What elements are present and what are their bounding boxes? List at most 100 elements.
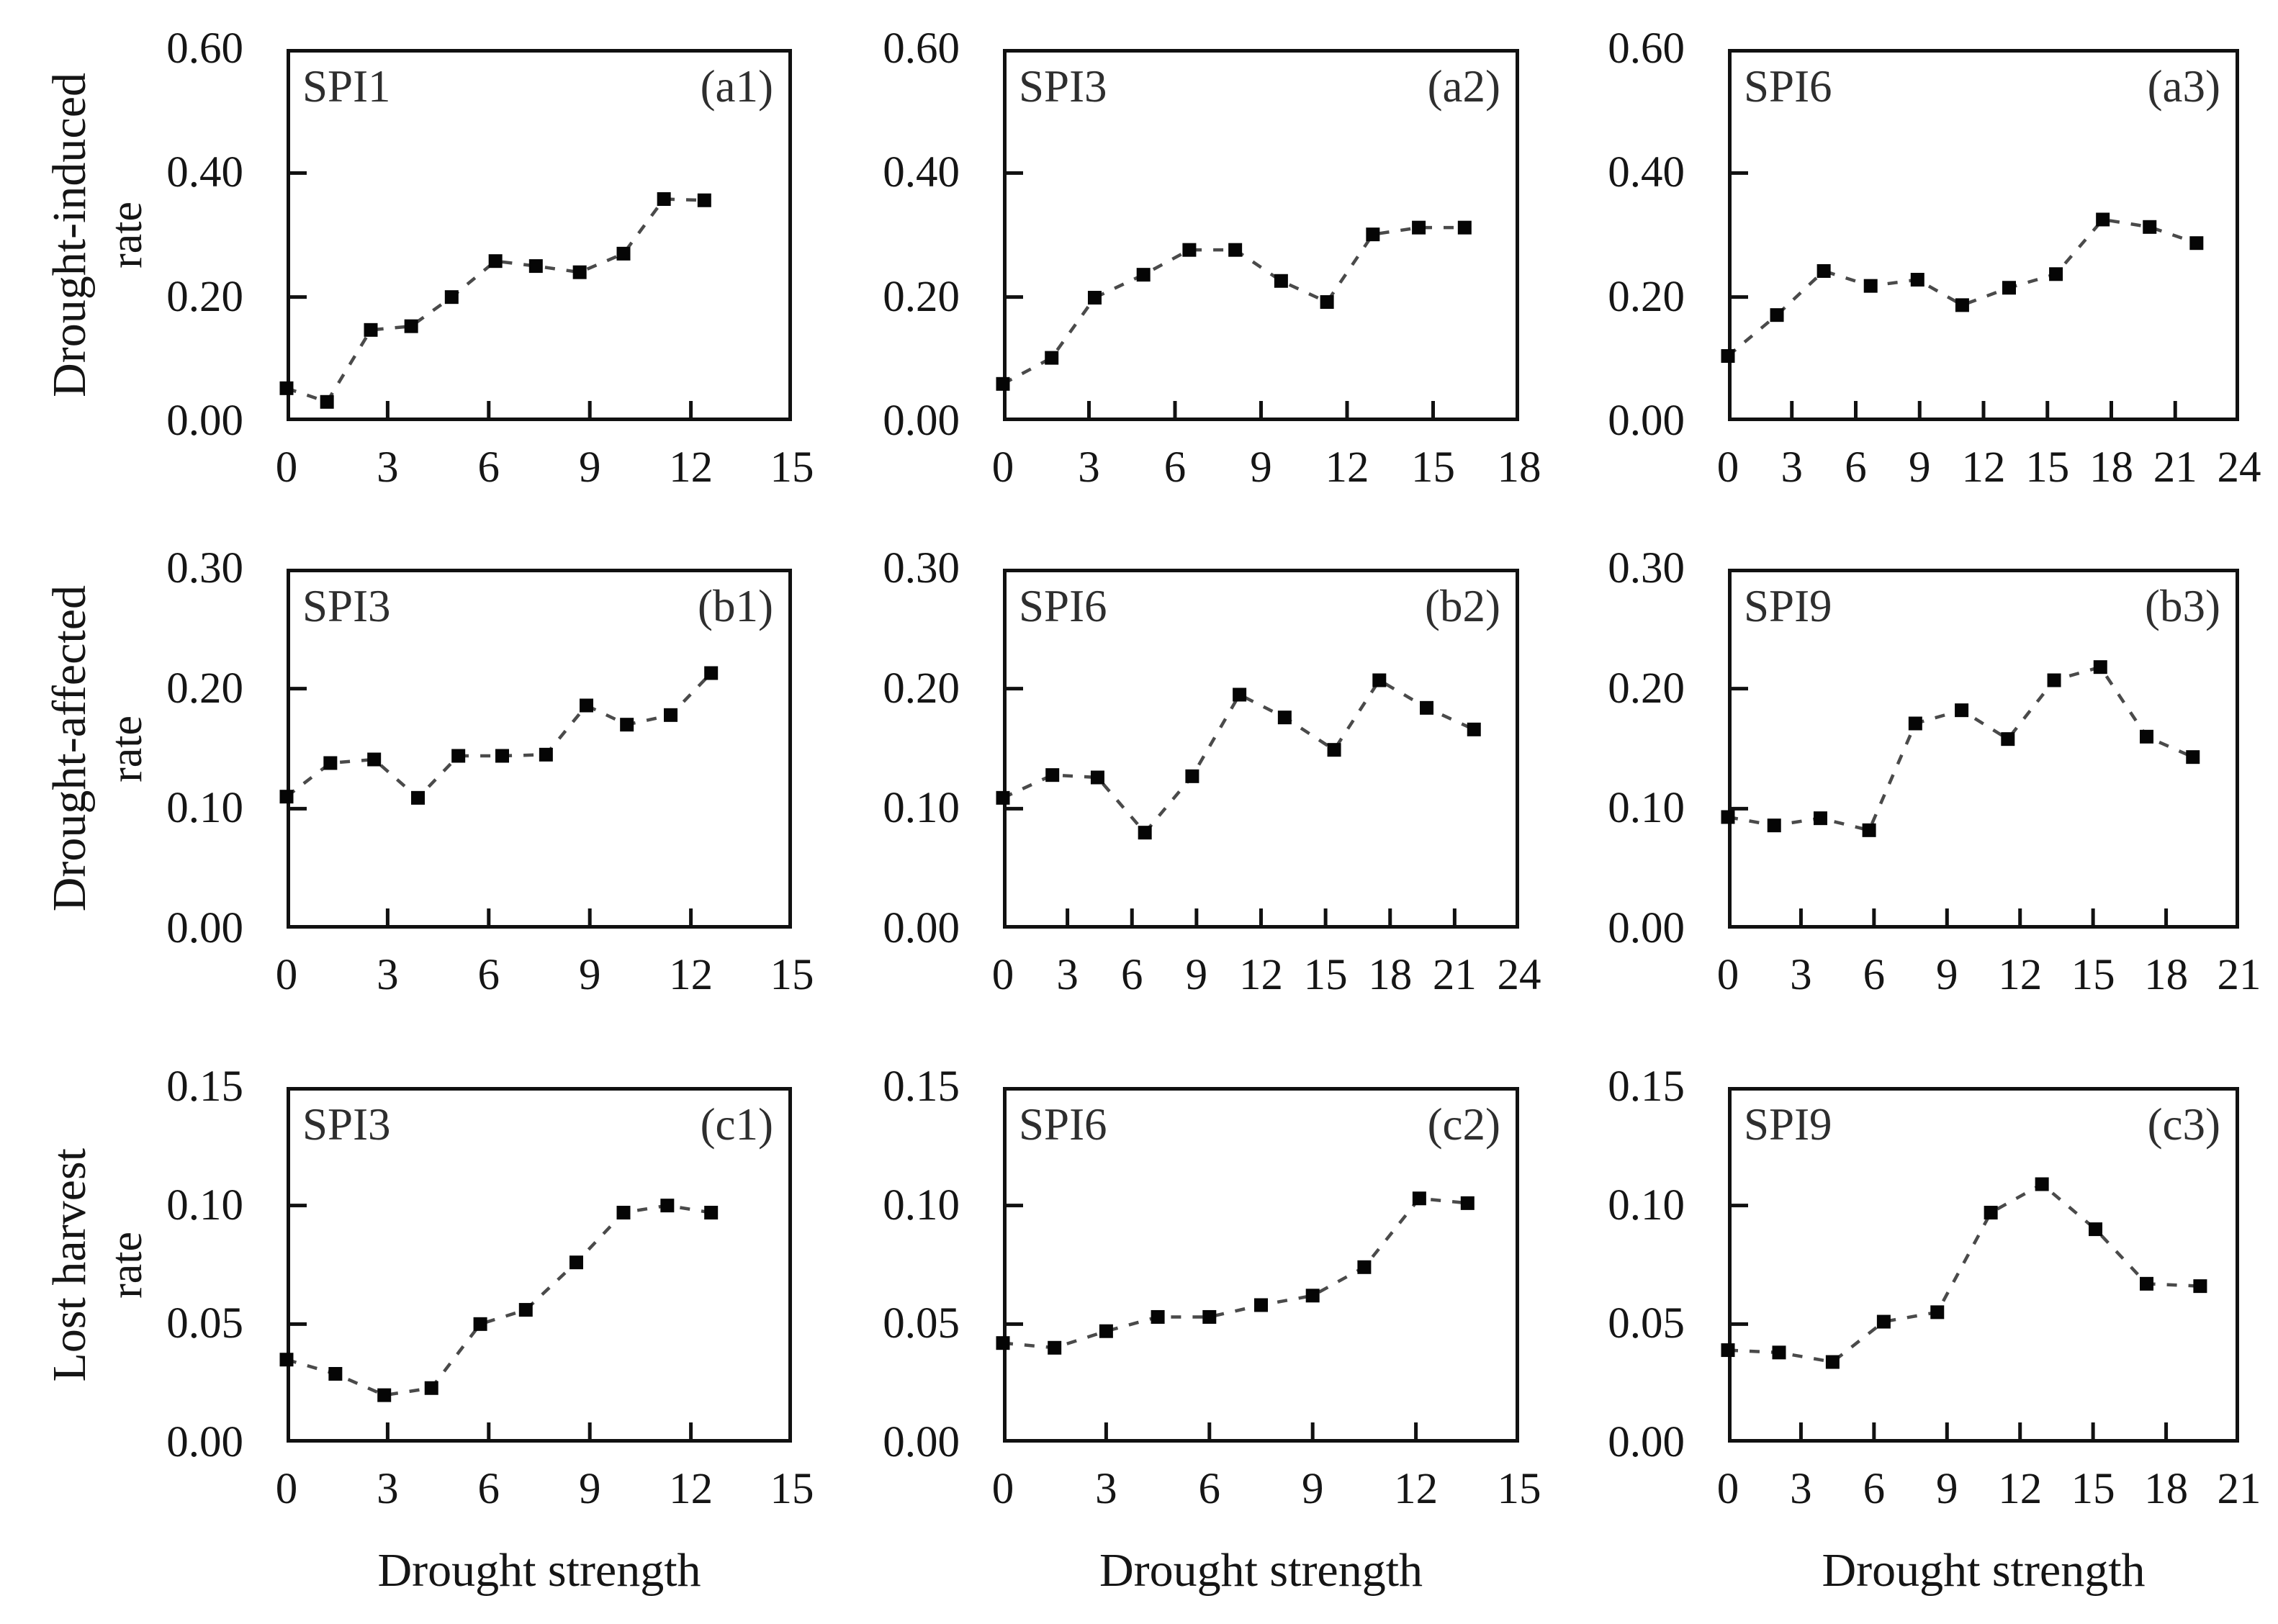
y-tick-label: 0.10: [883, 784, 960, 833]
data-point-marker: [1930, 1305, 1945, 1320]
x-tick-label: 21: [2217, 951, 2261, 999]
x-tick-label: 18: [2089, 443, 2133, 492]
x-tick-label: 6: [1198, 1465, 1221, 1513]
axes-box: [1728, 49, 2239, 421]
panel-tag-label: (b2): [1425, 581, 1500, 631]
y-tick-label: 0.15: [166, 1063, 243, 1111]
chart-panel: SPI3 (b1) 0.00 0.10 0.20 0.30 0 3 6 9 12 15: [166, 544, 814, 999]
y-axis-title-text: Lost harvest: [43, 1147, 96, 1382]
y-tick-label: 0.20: [166, 664, 243, 713]
data-point-marker: [664, 708, 678, 722]
x-tick-label: 3: [377, 1465, 399, 1513]
x-tick-label: 9: [578, 443, 601, 492]
y-tick-label: 0.00: [166, 1418, 243, 1466]
y-tick-label: 0.00: [1608, 1418, 1685, 1466]
panel-tag-label: (b3): [2145, 581, 2220, 631]
x-tick-label: 18: [1497, 443, 1541, 492]
data-point-marker: [1460, 1196, 1475, 1210]
series-label: SPI9: [1744, 581, 1832, 631]
data-point-marker: [2140, 729, 2154, 744]
data-point-marker: [518, 1303, 533, 1317]
axes-box: [1728, 1087, 2239, 1443]
chart-panel: SPI3 (a2) 0.00 0.20 0.40 0.60 0 3 6 9 12 15 18: [883, 24, 1541, 492]
data-point-marker: [1457, 220, 1472, 235]
x-tick-label: 0: [1716, 951, 1739, 999]
y-tick-label: 0.00: [883, 1418, 960, 1466]
data-point-marker: [1099, 1324, 1113, 1338]
x-tick-label: 12: [1961, 443, 2006, 492]
data-point-marker: [1813, 811, 1827, 826]
data-point-marker: [2096, 212, 2110, 227]
data-point-marker: [1202, 1309, 1217, 1324]
axes-box: [1728, 569, 2239, 929]
data-point-marker: [1136, 268, 1151, 282]
x-tick-label: 6: [477, 1465, 500, 1513]
x-tick-label: 9: [1936, 1465, 1958, 1513]
y-tick-label: 0.40: [1608, 148, 1685, 197]
x-tick-label: 6: [1863, 951, 1886, 999]
data-point-marker: [1327, 743, 1341, 757]
y-tick-label: 0.60: [1608, 24, 1685, 73]
x-tick-label: 21: [2153, 443, 2197, 492]
data-point-marker: [2143, 220, 2157, 234]
x-tick-label: 9: [578, 951, 601, 999]
chart-panel: SPI9 (b3) 0.00 0.10 0.20 0.30 0 3 6 9 12 15 18 21: [1608, 544, 2261, 999]
data-point-marker: [1045, 351, 1059, 365]
x-tick-label: 9: [1301, 1465, 1324, 1513]
data-point-marker: [1372, 673, 1387, 687]
x-tick-label: 12: [669, 443, 713, 492]
data-point-marker: [996, 376, 1010, 391]
x-tick-label: 24: [1497, 951, 1541, 999]
data-point-marker: [488, 254, 503, 269]
series-dashed-line: [1002, 677, 1475, 836]
data-point-marker: [1412, 1191, 1426, 1206]
x-tick-label: 18: [2144, 951, 2189, 999]
x-tick-label: 9: [1936, 951, 1958, 999]
y-tick-label: 0.00: [166, 904, 243, 952]
x-tick-label: 15: [2071, 1465, 2115, 1513]
data-point-marker: [364, 322, 378, 337]
y-tick-label: 0.00: [883, 397, 960, 445]
data-point-marker: [580, 698, 594, 713]
data-point-marker: [1254, 1298, 1268, 1312]
data-point-marker: [279, 1353, 294, 1367]
data-point-marker: [1862, 823, 1876, 837]
y-tick-label: 0.15: [883, 1063, 960, 1111]
data-point-marker: [1233, 687, 1247, 702]
data-point-marker: [1090, 770, 1104, 785]
data-point-marker: [411, 790, 426, 805]
y-tick-label: 0.10: [1608, 1181, 1685, 1230]
y-tick-label: 0.10: [1608, 784, 1685, 833]
x-tick-label: 3: [1056, 951, 1079, 999]
y-tick-label: 0.20: [1608, 272, 1685, 321]
x-tick-label: 3: [377, 951, 399, 999]
y-tick-label: 0.05: [883, 1299, 960, 1348]
x-tick-label: 9: [1250, 443, 1272, 492]
data-point-marker: [1320, 295, 1334, 310]
y-tick-label: 0.10: [883, 1181, 960, 1230]
y-axis-title-row3: Lost harvest rate: [20, 1087, 175, 1443]
x-tick-label: 0: [1716, 1465, 1739, 1513]
y-axis-title-text: rate: [102, 715, 151, 782]
x-tick-label: 12: [1998, 951, 2043, 999]
data-point-marker: [404, 319, 418, 333]
x-tick-label: 0: [275, 1465, 298, 1513]
data-point-marker: [1721, 810, 1735, 824]
data-point-marker: [495, 749, 510, 763]
chart-panel: SPI3 (c1) 0.00 0.05 0.10 0.15 0 3 6 9 12 15: [166, 1063, 814, 1513]
data-point-marker: [1955, 703, 1969, 718]
series-label: SPI6: [1019, 1099, 1107, 1150]
panel-tag-label: (c3): [2147, 1099, 2220, 1150]
series-dashed-line: [1002, 1196, 1468, 1350]
data-point-marker: [2140, 1276, 2154, 1291]
data-point-marker: [1984, 1206, 1998, 1220]
y-tick-label: 0.30: [883, 544, 960, 592]
x-tick-label: 3: [1095, 1465, 1117, 1513]
data-point-marker: [2186, 750, 2200, 764]
plot-area: [996, 569, 1519, 929]
data-point-marker: [1274, 274, 1288, 288]
chart-panel: SPI6 (a3) 0.00 0.20 0.40 0.60 0 3 6 9 12 15 18 21 24: [1608, 24, 2261, 492]
series-label: SPI3: [302, 581, 391, 631]
data-point-marker: [2189, 236, 2204, 251]
x-axis-title-col2: Drought strength: [1099, 1544, 1423, 1597]
